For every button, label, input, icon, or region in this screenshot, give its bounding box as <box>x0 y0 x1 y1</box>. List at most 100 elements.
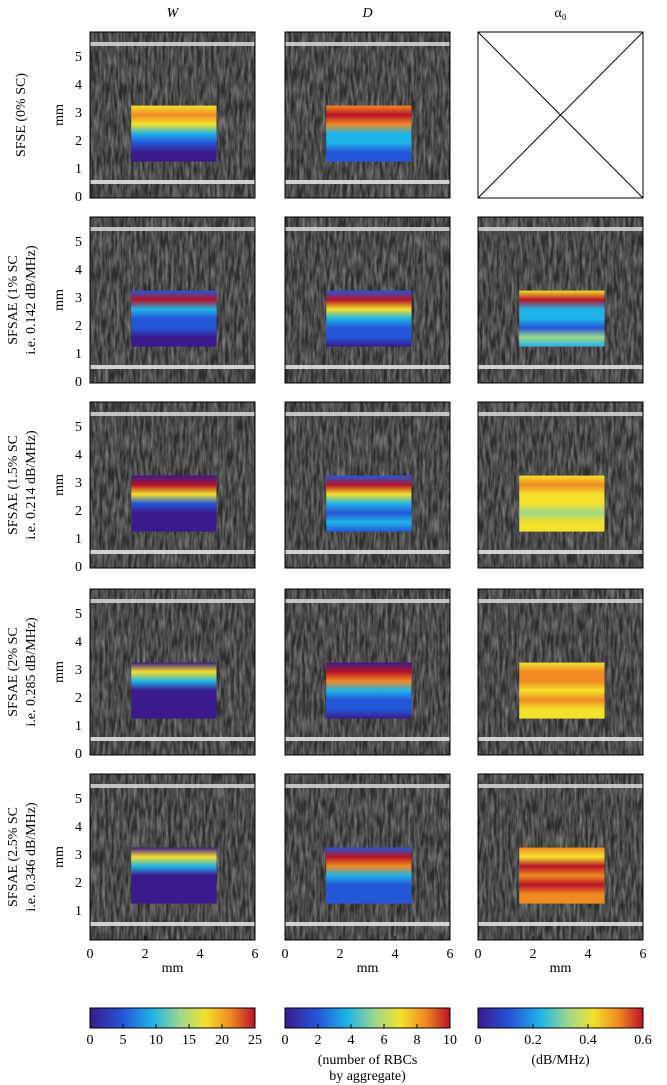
y-tick-label: 3 <box>75 848 82 863</box>
y-tick-label: 4 <box>75 820 82 835</box>
y-tick-label: 2 <box>75 876 82 891</box>
vessel-wall <box>478 784 643 788</box>
row-label: i.e. 0.346 dB/MHz) <box>24 802 39 912</box>
vessel-wall <box>90 922 255 926</box>
panel-frame <box>477 401 644 569</box>
parametric-map <box>131 105 217 162</box>
vessel-wall <box>90 227 255 231</box>
panel-frame <box>284 773 451 941</box>
colorbar-tick-label: 8 <box>414 1033 421 1048</box>
column-header: α₀ <box>554 6 566 21</box>
panel-frame <box>284 401 451 569</box>
y-tick-label: 5 <box>75 235 82 250</box>
y-axis-label: mm <box>52 661 67 683</box>
vessel-wall <box>478 737 643 741</box>
parametric-map <box>326 475 412 532</box>
vessel-wall <box>478 599 643 603</box>
parametric-map <box>326 662 412 719</box>
y-tick-label: 1 <box>75 719 82 734</box>
y-tick-label: 4 <box>75 635 82 650</box>
row-label: SFSAE (2% SC <box>6 627 21 716</box>
colorbar-tick-label: 0 <box>475 1033 482 1048</box>
colorbar-tick-label: 2 <box>315 1033 322 1048</box>
colorbar-label: by aggregate) <box>329 1069 406 1084</box>
parametric-map <box>131 847 217 904</box>
colorbar-label: (dB/MHz) <box>531 1053 590 1068</box>
x-tick-label: 0 <box>282 947 289 962</box>
y-tick-label: 4 <box>75 78 82 93</box>
colorbar-tick-label: 6 <box>381 1033 388 1048</box>
x-tick-label: 2 <box>337 947 344 962</box>
row-label: SFSAE (1% SC <box>6 255 21 344</box>
parametric-map <box>519 290 605 347</box>
row-label: SFSAE (2.5% SC <box>6 807 21 907</box>
panel-frame <box>477 588 644 756</box>
parametric-map <box>131 475 217 532</box>
x-axis-label: mm <box>357 961 379 976</box>
panel-frame <box>284 588 451 756</box>
panel-frame <box>477 773 644 941</box>
panel-frame <box>477 216 644 384</box>
y-tick-label: 0 <box>75 560 82 575</box>
colorbar <box>477 1007 644 1029</box>
vessel-wall <box>285 737 450 741</box>
colorbar-label: (number of RBCs <box>318 1053 418 1068</box>
y-axis-label: mm <box>52 104 67 126</box>
y-tick-label: 2 <box>75 504 82 519</box>
panel-frame <box>89 216 256 384</box>
row-label: SFSAE (1.5% SC <box>6 435 21 535</box>
vessel-wall <box>90 599 255 603</box>
vessel-wall <box>478 365 643 369</box>
vessel-wall <box>285 599 450 603</box>
parametric-map <box>519 475 605 532</box>
vessel-wall <box>478 412 643 416</box>
y-tick-label: 3 <box>75 106 82 121</box>
row-label: i.e. 0.214 dB/MHz) <box>24 430 39 540</box>
vessel-wall <box>90 550 255 554</box>
colorbar <box>284 1007 451 1029</box>
y-tick-label: 5 <box>75 607 82 622</box>
y-tick-label: 1 <box>75 904 82 919</box>
y-tick-label: 1 <box>75 347 82 362</box>
colorbar-tick-label: 15 <box>182 1033 196 1048</box>
vessel-wall <box>90 180 255 184</box>
panel-frame <box>89 588 256 756</box>
colorbar-tick-label: 4 <box>348 1033 355 1048</box>
x-tick-label: 6 <box>252 947 259 962</box>
y-tick-label: 5 <box>75 420 82 435</box>
x-tick-label: 2 <box>530 947 537 962</box>
y-tick-label: 5 <box>75 792 82 807</box>
vessel-wall <box>90 784 255 788</box>
y-tick-label: 0 <box>75 375 82 390</box>
vessel-wall <box>285 412 450 416</box>
parametric-map <box>131 290 217 347</box>
parametric-map <box>519 662 605 719</box>
x-tick-label: 0 <box>475 947 482 962</box>
column-header: W <box>167 6 180 21</box>
parametric-map <box>326 105 412 162</box>
vessel-wall <box>285 784 450 788</box>
x-tick-label: 6 <box>447 947 454 962</box>
colorbar-tick-label: 10 <box>443 1033 457 1048</box>
y-tick-label: 3 <box>75 291 82 306</box>
vessel-wall <box>478 922 643 926</box>
row-label: i.e. 0.142 dB/MHz) <box>24 245 39 355</box>
panel-frame <box>89 401 256 569</box>
vessel-wall <box>285 180 450 184</box>
vessel-wall <box>285 365 450 369</box>
y-tick-label: 3 <box>75 476 82 491</box>
colorbar-tick-label: 0.4 <box>579 1033 597 1048</box>
x-tick-label: 4 <box>197 947 204 962</box>
y-tick-label: 1 <box>75 162 82 177</box>
parametric-map <box>519 847 605 904</box>
x-axis-label: mm <box>550 961 572 976</box>
vessel-wall <box>285 922 450 926</box>
colorbar-tick-label: 0 <box>87 1033 94 1048</box>
x-tick-label: 4 <box>392 947 399 962</box>
y-tick-label: 5 <box>75 50 82 65</box>
y-tick-label: 4 <box>75 263 82 278</box>
colorbar-tick-label: 5 <box>120 1033 127 1048</box>
x-tick-label: 4 <box>585 947 592 962</box>
x-axis-label: mm <box>162 961 184 976</box>
